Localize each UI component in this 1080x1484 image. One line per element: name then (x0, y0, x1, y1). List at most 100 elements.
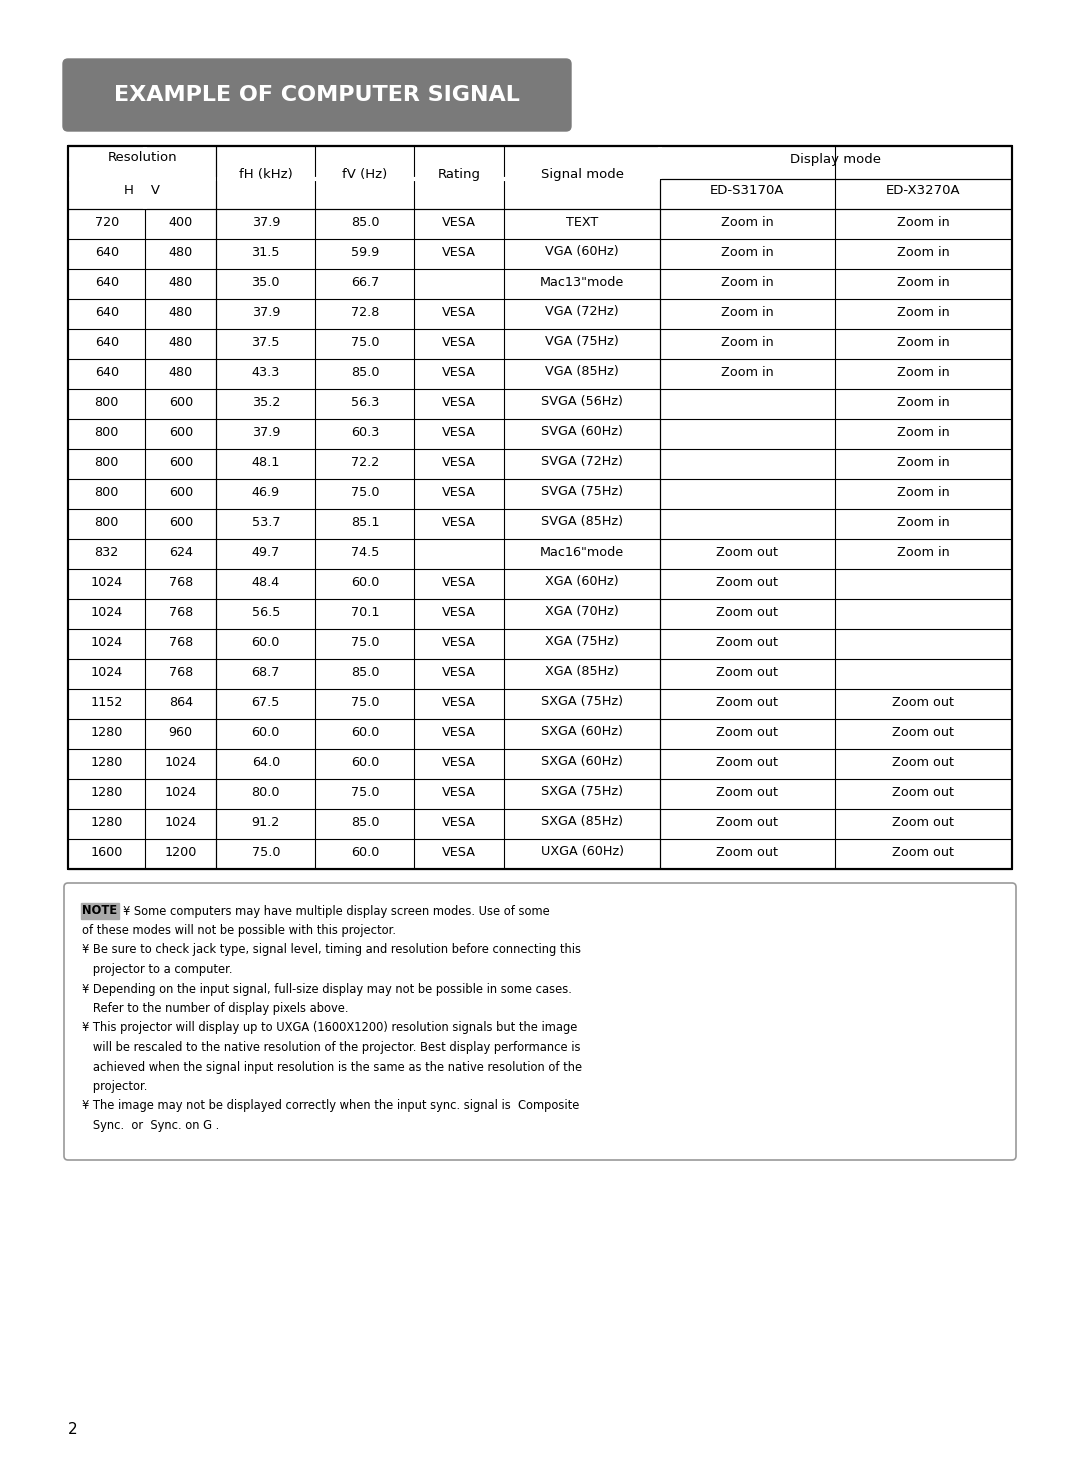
Text: NOTE: NOTE (82, 905, 118, 917)
Text: SXGA (85Hz): SXGA (85Hz) (541, 816, 623, 828)
Text: Zoom out: Zoom out (892, 726, 955, 739)
Text: 1600: 1600 (91, 846, 123, 859)
Text: Zoom out: Zoom out (716, 846, 779, 859)
Text: 768: 768 (168, 605, 193, 619)
Text: 35.2: 35.2 (252, 396, 280, 408)
Text: ¥ The image may not be displayed correctly when the input sync. signal is  Compo: ¥ The image may not be displayed correct… (82, 1100, 579, 1113)
Text: EXAMPLE OF COMPUTER SIGNAL: EXAMPLE OF COMPUTER SIGNAL (114, 85, 519, 105)
Text: 640: 640 (95, 245, 119, 258)
Text: Zoom in: Zoom in (720, 276, 773, 288)
Text: VESA: VESA (443, 215, 476, 229)
Text: VESA: VESA (443, 605, 476, 619)
Text: H    V: H V (124, 184, 160, 197)
Text: projector.: projector. (82, 1080, 147, 1094)
FancyBboxPatch shape (64, 883, 1016, 1160)
Text: VESA: VESA (443, 576, 476, 589)
Text: VESA: VESA (443, 726, 476, 739)
Text: 624: 624 (168, 546, 193, 558)
Text: 91.2: 91.2 (252, 816, 280, 828)
Text: Zoom in: Zoom in (896, 276, 949, 288)
Text: Zoom in: Zoom in (896, 396, 949, 408)
Text: SVGA (56Hz): SVGA (56Hz) (541, 396, 623, 408)
Text: VESA: VESA (443, 426, 476, 438)
Text: VESA: VESA (443, 696, 476, 708)
Text: 1024: 1024 (164, 755, 197, 769)
Text: 60.0: 60.0 (351, 846, 379, 859)
Text: ¥ Be sure to check jack type, signal level, timing and resolution before connect: ¥ Be sure to check jack type, signal lev… (82, 944, 581, 957)
Text: SVGA (85Hz): SVGA (85Hz) (541, 515, 623, 528)
Text: 85.0: 85.0 (351, 665, 379, 678)
Text: Rating: Rating (437, 168, 481, 181)
Text: 2: 2 (68, 1422, 78, 1437)
Text: SVGA (72Hz): SVGA (72Hz) (541, 456, 623, 469)
Text: 600: 600 (168, 485, 193, 499)
Text: Zoom out: Zoom out (716, 696, 779, 708)
Text: 832: 832 (95, 546, 119, 558)
Text: 43.3: 43.3 (252, 365, 280, 378)
Text: VESA: VESA (443, 365, 476, 378)
Text: XGA (60Hz): XGA (60Hz) (545, 576, 619, 589)
Text: 37.9: 37.9 (252, 426, 280, 438)
Text: 1024: 1024 (91, 635, 123, 649)
Text: 75.0: 75.0 (351, 335, 379, 349)
Text: Zoom out: Zoom out (892, 816, 955, 828)
Text: ED-S3170A: ED-S3170A (710, 184, 784, 197)
Text: XGA (75Hz): XGA (75Hz) (545, 635, 619, 649)
Text: 480: 480 (168, 245, 193, 258)
Text: Zoom out: Zoom out (892, 696, 955, 708)
Text: 1280: 1280 (91, 816, 123, 828)
Text: Zoom out: Zoom out (716, 635, 779, 649)
Text: Zoom out: Zoom out (716, 546, 779, 558)
Text: Zoom in: Zoom in (896, 306, 949, 319)
Text: Zoom in: Zoom in (896, 426, 949, 438)
Text: 66.7: 66.7 (351, 276, 379, 288)
Text: achieved when the signal input resolution is the same as the native resolution o: achieved when the signal input resolutio… (82, 1061, 582, 1073)
Text: SXGA (60Hz): SXGA (60Hz) (541, 755, 623, 769)
Text: 80.0: 80.0 (252, 785, 280, 798)
Text: 37.9: 37.9 (252, 306, 280, 319)
Text: VGA (75Hz): VGA (75Hz) (545, 335, 619, 349)
Text: Zoom out: Zoom out (716, 785, 779, 798)
Text: 72.8: 72.8 (351, 306, 379, 319)
Text: Sync.  or  Sync. on G .: Sync. or Sync. on G . (82, 1119, 219, 1132)
Text: VESA: VESA (443, 515, 476, 528)
Text: ¥ Some computers may have multiple display screen modes. Use of some: ¥ Some computers may have multiple displ… (123, 905, 550, 917)
Text: will be rescaled to the native resolution of the projector. Best display perform: will be rescaled to the native resolutio… (82, 1040, 581, 1054)
Text: Zoom out: Zoom out (716, 755, 779, 769)
Text: 800: 800 (95, 515, 119, 528)
Text: ¥ Depending on the input signal, full-size display may not be possible in some c: ¥ Depending on the input signal, full-si… (82, 982, 572, 996)
Text: 75.0: 75.0 (252, 846, 280, 859)
Text: 1024: 1024 (164, 785, 197, 798)
Text: 768: 768 (168, 576, 193, 589)
Text: 37.5: 37.5 (252, 335, 280, 349)
Text: 64.0: 64.0 (252, 755, 280, 769)
Text: 59.9: 59.9 (351, 245, 379, 258)
Text: Zoom in: Zoom in (720, 245, 773, 258)
Text: XGA (85Hz): XGA (85Hz) (545, 665, 619, 678)
FancyBboxPatch shape (63, 59, 571, 131)
Text: 68.7: 68.7 (252, 665, 280, 678)
Text: Mac16"mode: Mac16"mode (540, 546, 624, 558)
Text: 48.1: 48.1 (252, 456, 280, 469)
Text: VESA: VESA (443, 846, 476, 859)
Text: 1024: 1024 (91, 576, 123, 589)
Text: SVGA (75Hz): SVGA (75Hz) (541, 485, 623, 499)
Text: 35.0: 35.0 (252, 276, 280, 288)
Text: 720: 720 (95, 215, 119, 229)
Text: 53.7: 53.7 (252, 515, 280, 528)
Text: 1280: 1280 (91, 755, 123, 769)
Text: Zoom out: Zoom out (892, 846, 955, 859)
Text: VGA (60Hz): VGA (60Hz) (545, 245, 619, 258)
Text: 1024: 1024 (164, 816, 197, 828)
Text: SXGA (75Hz): SXGA (75Hz) (541, 785, 623, 798)
Text: 60.0: 60.0 (252, 726, 280, 739)
Text: SVGA (60Hz): SVGA (60Hz) (541, 426, 623, 438)
Text: Zoom in: Zoom in (720, 306, 773, 319)
Text: Mac13"mode: Mac13"mode (540, 276, 624, 288)
Text: 640: 640 (95, 306, 119, 319)
Text: 70.1: 70.1 (351, 605, 379, 619)
Text: 60.0: 60.0 (351, 576, 379, 589)
Text: 600: 600 (168, 426, 193, 438)
Text: VGA (72Hz): VGA (72Hz) (545, 306, 619, 319)
Text: VESA: VESA (443, 456, 476, 469)
